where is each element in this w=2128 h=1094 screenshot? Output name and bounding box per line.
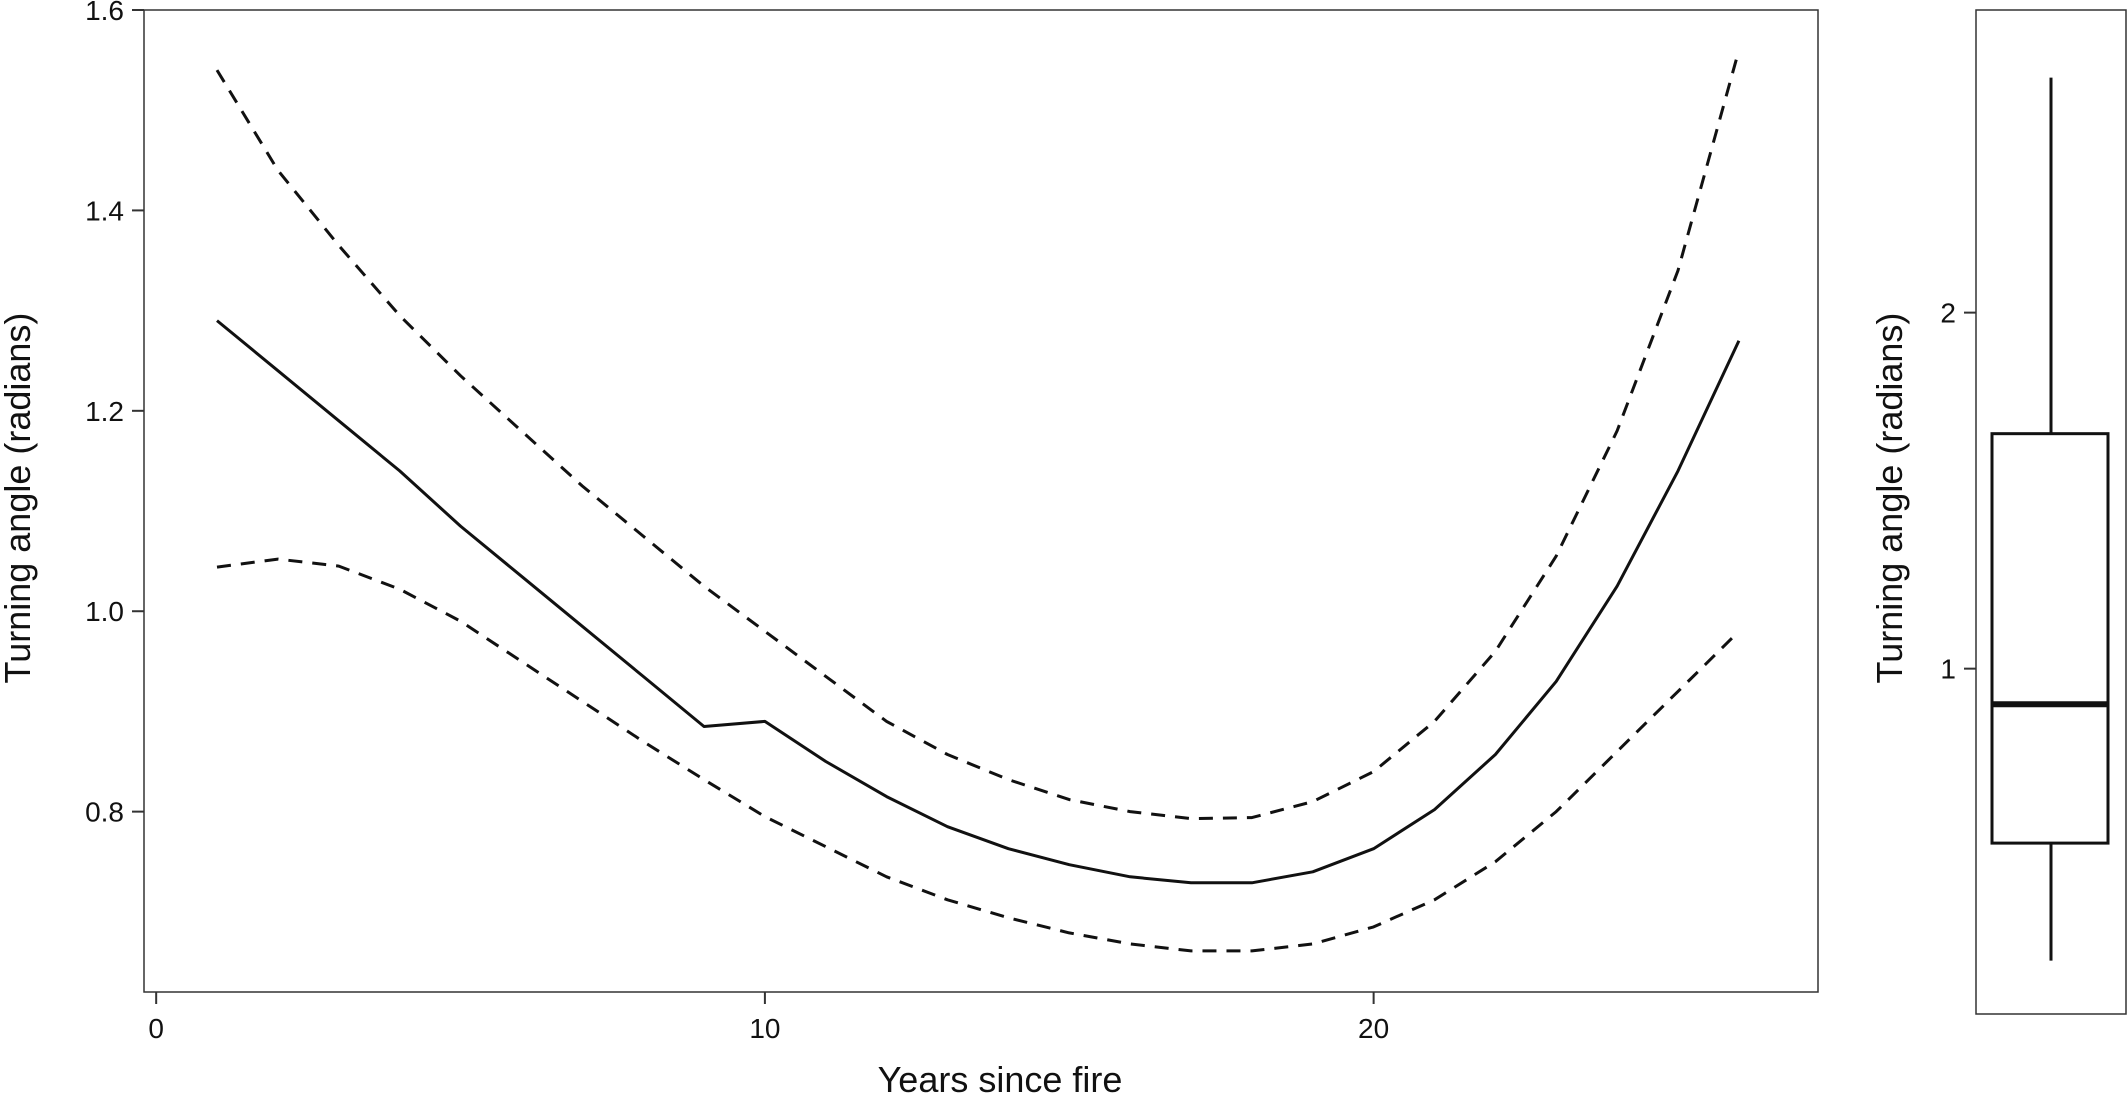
interquartile-box <box>1990 432 2110 845</box>
upper-ci-line <box>215 49 1741 821</box>
boxplot-y-tick-label: 2 <box>1940 298 1956 329</box>
x-axis-label: Years since fire <box>878 1059 1123 1094</box>
y-tick-label: 0.8 <box>85 797 124 828</box>
y-tick-label: 1.0 <box>85 596 124 627</box>
y-axis-label: Turning angle (radians) <box>0 313 38 684</box>
plot-frame <box>143 9 1819 993</box>
x-tick-label: 20 <box>1358 1013 1389 1044</box>
y-tick-label: 1.2 <box>85 396 124 427</box>
boxplot-frame <box>1975 9 2127 1015</box>
main-line-chart: 0 10 20 0.8 1.0 1.2 1.4 1.6 Years since fire Tu… <box>0 0 1819 1094</box>
boxplot-y-tick-label: 1 <box>1940 654 1956 685</box>
y-tick-label: 1.6 <box>85 0 124 26</box>
fitted-line <box>216 319 1741 885</box>
boxplot-marks <box>1990 77 2110 961</box>
lower-ci-line <box>216 557 1740 953</box>
boxplot-y-axis-label: Turning angle (radians) <box>1869 313 1910 684</box>
y-tick-label: 1.4 <box>85 195 124 226</box>
boxplot-axes: 12 <box>1940 9 2127 1015</box>
series-lines <box>215 49 1741 953</box>
boxplot-chart: 12 Turning angle (radians) <box>1869 9 2127 1015</box>
x-tick-label: 10 <box>749 1013 780 1044</box>
x-tick-label: 0 <box>148 1013 164 1044</box>
main-axes: 0 10 20 0.8 1.0 1.2 1.4 1.6 <box>85 0 1819 1044</box>
